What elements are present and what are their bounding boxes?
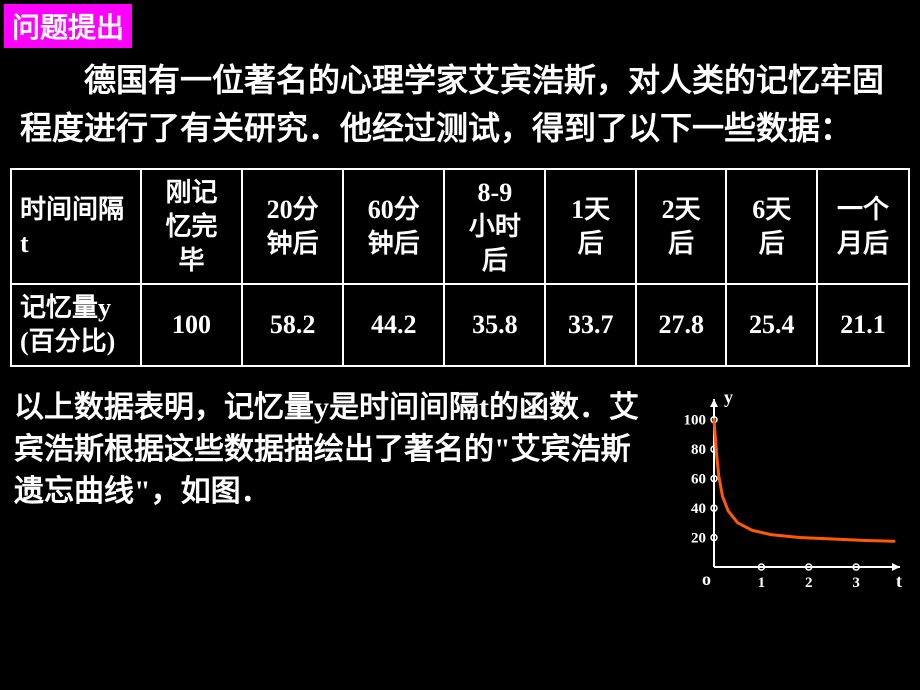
svg-text:60: 60: [691, 472, 706, 488]
section-badge: 问题提出: [4, 4, 132, 48]
data-cell: 21.1: [817, 284, 909, 366]
svg-text:y: y: [724, 387, 733, 407]
forgetting-curve-chart: 20 40 60 80 100 1 2 3 y t o: [666, 387, 906, 597]
svg-text:3: 3: [852, 575, 860, 591]
svg-text:40: 40: [691, 501, 706, 517]
data-cell: 100: [141, 284, 242, 366]
header-cell-label: 时间间隔t: [11, 169, 141, 284]
svg-text:1: 1: [758, 575, 766, 591]
header-cell: 8-9小时后: [444, 169, 545, 284]
svg-text:o: o: [702, 569, 711, 589]
svg-text:t: t: [896, 571, 902, 591]
svg-text:20: 20: [691, 531, 706, 547]
header-cell: 刚记忆完毕: [141, 169, 242, 284]
data-cell: 25.4: [726, 284, 817, 366]
data-table: 时间间隔t 刚记忆完毕 20分钟后 60分钟后 8-9小时后 1天后 2天后 6…: [10, 168, 910, 367]
header-cell: 60分钟后: [343, 169, 444, 284]
data-cell: 27.8: [636, 284, 727, 366]
data-cell: 58.2: [242, 284, 343, 366]
svg-text:80: 80: [691, 442, 706, 458]
intro-paragraph: 德国有一位著名的心理学家艾宾浩斯，对人类的记忆牢固程度进行了有关研究．他经过测试…: [0, 48, 920, 160]
svg-text:100: 100: [684, 413, 707, 429]
data-cell: 44.2: [343, 284, 444, 366]
conclusion-paragraph: 以上数据表明，记忆量y是时间间隔t的函数．艾宾浩斯根据这些数据描绘出了著名的"艾…: [14, 387, 666, 513]
table-data-row: 记忆量y(百分比) 100 58.2 44.2 35.8 33.7 27.8 2…: [11, 284, 909, 366]
svg-text:2: 2: [805, 575, 813, 591]
data-cell: 33.7: [545, 284, 636, 366]
header-cell: 6天后: [726, 169, 817, 284]
header-cell: 一个月后: [817, 169, 909, 284]
row-label-cell: 记忆量y(百分比): [11, 284, 141, 366]
data-cell: 35.8: [444, 284, 545, 366]
header-cell: 20分钟后: [242, 169, 343, 284]
table-header-row: 时间间隔t 刚记忆完毕 20分钟后 60分钟后 8-9小时后 1天后 2天后 6…: [11, 169, 909, 284]
header-cell: 2天后: [636, 169, 727, 284]
header-cell: 1天后: [545, 169, 636, 284]
